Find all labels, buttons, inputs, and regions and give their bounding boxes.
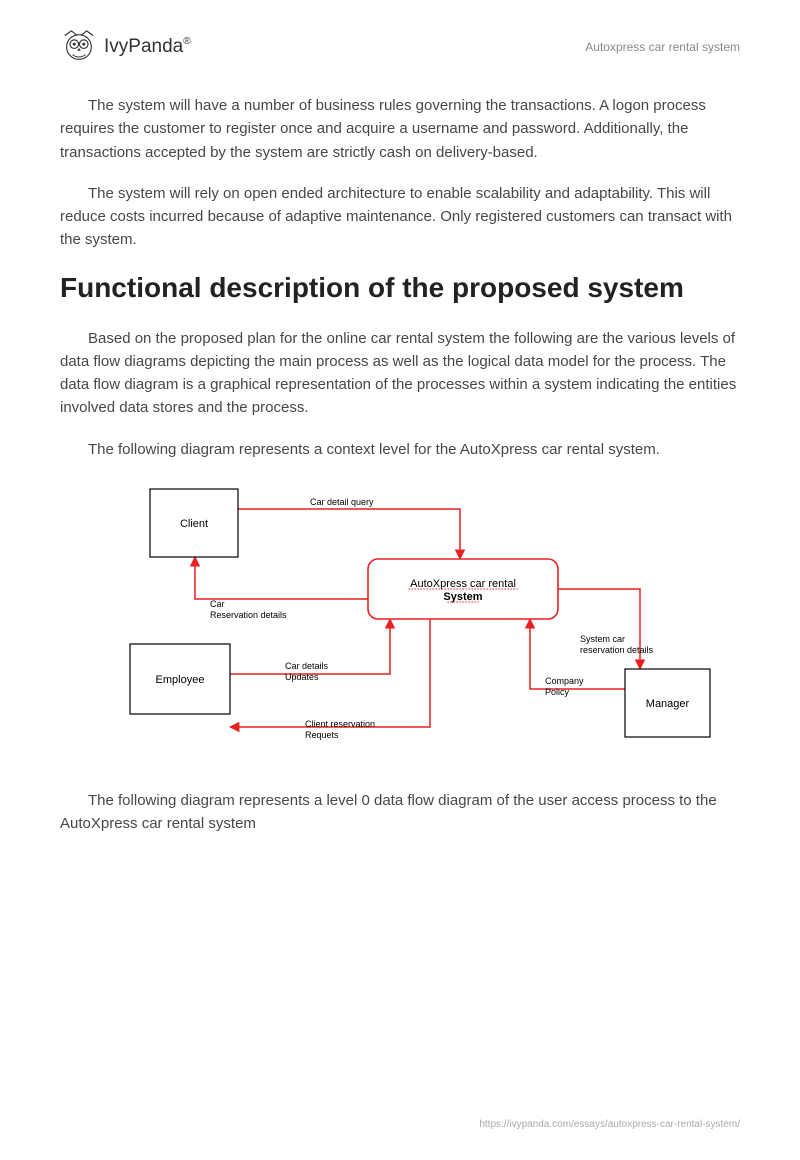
svg-text:Reservation details: Reservation details [210, 610, 287, 620]
svg-text:Car: Car [210, 599, 225, 609]
document-body: The system will have a number of busines… [60, 94, 740, 835]
paragraph: The system will have a number of busines… [60, 94, 740, 164]
svg-text:Updates: Updates [285, 672, 319, 682]
footer-url: https://ivypanda.com/essays/autoxpress-c… [479, 1119, 740, 1130]
section-heading: Functional description of the proposed s… [60, 270, 740, 305]
brand-logo: IvyPanda® [60, 28, 191, 66]
svg-text:Manager: Manager [646, 698, 690, 710]
svg-text:Car detail query: Car detail query [310, 497, 374, 507]
svg-text:Car details: Car details [285, 661, 329, 671]
paragraph: The following diagram represents a conte… [60, 438, 740, 461]
page-header: IvyPanda® Autoxpress car rental system [60, 28, 740, 66]
paragraph: The following diagram represents a level… [60, 789, 740, 836]
dfd-svg: Car detail query CarReservation details Ca… [80, 479, 720, 769]
svg-text:Client reservation: Client reservation [305, 719, 375, 729]
paragraph: The system will rely on open ended archi… [60, 182, 740, 252]
svg-text:Requets: Requets [305, 730, 339, 740]
svg-text:Policy: Policy [545, 687, 570, 697]
document-title: Autoxpress car rental system [585, 40, 740, 54]
paragraph: Based on the proposed plan for the onlin… [60, 327, 740, 420]
svg-text:System: System [443, 591, 482, 603]
brand-text: IvyPanda® [104, 36, 191, 58]
owl-icon [60, 28, 98, 66]
context-diagram: Car detail query CarReservation details Ca… [80, 479, 720, 769]
svg-text:Client: Client [180, 518, 208, 530]
svg-text:AutoXpress car rental: AutoXpress car rental [410, 578, 516, 590]
svg-text:reservation details: reservation details [580, 645, 654, 655]
svg-text:Employee: Employee [156, 674, 205, 686]
svg-text:System car: System car [580, 634, 625, 644]
svg-text:Company: Company [545, 676, 584, 686]
